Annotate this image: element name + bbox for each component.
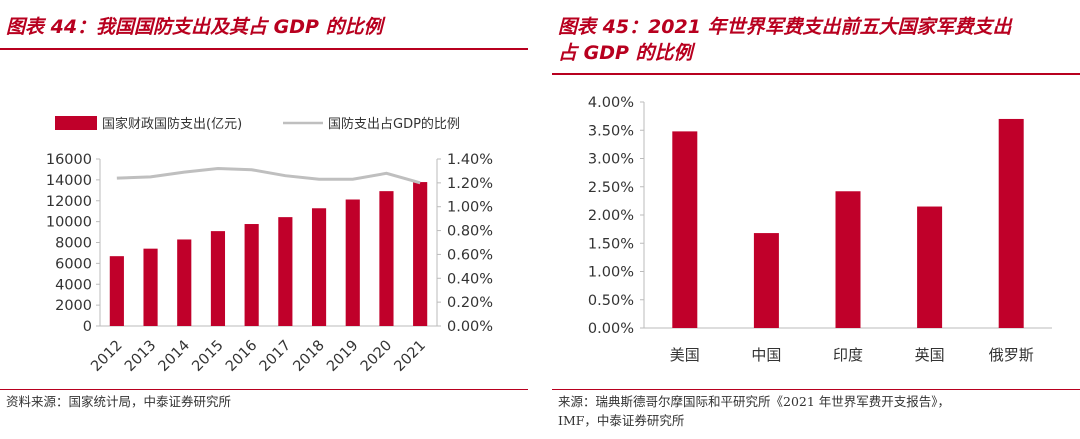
left-source-rule [0, 389, 528, 390]
legend-label-line: 国防支出占GDP的比例 [328, 116, 460, 132]
left-y-tick-label: 6000 [55, 256, 92, 272]
legend-label-bar: 国家财政国防支出(亿元) [102, 116, 242, 132]
left-y-tick-label: 10000 [46, 215, 92, 231]
left-chart: 国家财政国防支出(亿元) 国防支出占GDP的比例 0 2000 4000 6000 8000… [46, 116, 493, 375]
y-tick-label: 1.00% [588, 265, 634, 281]
y-tick-label: 0.00% [588, 321, 634, 337]
y-tick-label: 2.50% [588, 180, 634, 196]
right-y-tick-label: 0.80% [447, 224, 493, 240]
bar-2020 [379, 191, 394, 326]
left-y-tick-label: 0 [83, 319, 92, 335]
right-y-tick-label: 0.60% [447, 247, 493, 263]
right-source-line2: IMF，中泰证券研究所 [558, 413, 685, 428]
left-y-tick-label: 8000 [55, 236, 92, 252]
right-y-tick-label: 1.00% [447, 200, 493, 216]
bar-2019 [345, 199, 360, 326]
x-tick-label: 中国 [751, 346, 781, 364]
right-y-tick-label: 0.20% [447, 295, 493, 311]
right-chart-title-line2: 占 GDP 的比例 [558, 42, 693, 64]
right-title-rule [552, 73, 1080, 75]
left-y-tick-label: 14000 [46, 173, 92, 189]
right-panel: 图表 45：2021 年世界军费支出前五大国家军费支出 占 GDP 的比例 0.… [552, 0, 1080, 439]
bar-2021 [413, 182, 428, 326]
right-y-tick-label: 0.00% [447, 319, 493, 335]
x-tick-label: 2020 [358, 338, 395, 375]
x-tick-label: 2019 [324, 338, 361, 375]
left-y-tick-label: 12000 [46, 194, 92, 210]
y-tick-label: 0.50% [588, 293, 634, 309]
bar-2018 [311, 208, 327, 326]
right-y-tick-label: 1.40% [447, 152, 493, 168]
y-tick-label: 3.50% [588, 123, 634, 139]
legend-swatch-bar [55, 116, 97, 130]
bar-俄罗斯 [998, 118, 1024, 328]
left-y-tick-label: 2000 [55, 298, 92, 314]
y-tick-label: 4.00% [588, 95, 634, 111]
x-tick-label: 2013 [122, 338, 159, 375]
bar-2014 [177, 239, 192, 326]
x-tick-label: 俄罗斯 [989, 346, 1034, 364]
right-chart-title: 图表 45：2021 年世界军费支出前五大国家军费支出 占 GDP 的比例 [558, 14, 1074, 66]
y-tick-label: 2.00% [588, 208, 634, 224]
bar-2017 [278, 217, 293, 326]
bar-2016 [244, 224, 259, 326]
bar-2015 [210, 231, 226, 326]
x-tick-label: 印度 [833, 346, 863, 364]
left-title-rule [0, 48, 528, 50]
bar-美国 [672, 131, 698, 328]
right-chart: 0.00% 0.50% 1.00% 1.50% 2.00% 2.50% 3.00% 3.50%… [588, 95, 1052, 364]
x-tick-label: 2018 [290, 338, 327, 375]
y-tick-label: 1.50% [588, 236, 634, 252]
left-panel: 图表 44：我国国防支出及其占 GDP 的比例 国家财政国防支出(亿元) 国防支出… [0, 0, 528, 439]
right-chart-title-line1: 图表 45：2021 年世界军费支出前五大国家军费支出 [558, 16, 1012, 38]
right-source: 来源：瑞典斯德哥尔摩国际和平研究所《2021 年世界军费开支报告》， IMF，中… [558, 392, 950, 430]
right-source-rule [552, 389, 1080, 390]
y-tick-label: 3.00% [588, 152, 634, 168]
x-tick-label: 2021 [392, 338, 429, 375]
right-y-tick-label: 1.20% [447, 176, 493, 192]
x-tick-label: 2012 [88, 338, 125, 375]
x-tick-label: 美国 [670, 346, 700, 364]
bar-英国 [917, 206, 943, 328]
right-y-tick-label: 0.40% [447, 271, 493, 287]
x-tick-label: 2015 [189, 338, 226, 375]
x-tick-label: 2016 [223, 338, 260, 375]
bar-2012 [109, 256, 124, 326]
x-tick-label: 2014 [156, 338, 193, 375]
left-y-tick-label: 4000 [55, 277, 92, 293]
left-y-tick-label: 16000 [46, 152, 92, 168]
bar-中国 [753, 233, 779, 328]
right-source-line1: 来源：瑞典斯德哥尔摩国际和平研究所《2021 年世界军费开支报告》， [558, 394, 951, 409]
x-tick-label: 2017 [257, 338, 294, 375]
bar-2013 [143, 248, 158, 326]
left-source: 资料来源：国家统计局，中泰证券研究所 [6, 394, 232, 409]
x-tick-label: 英国 [915, 346, 945, 364]
left-chart-title: 图表 44：我国国防支出及其占 GDP 的比例 [6, 16, 383, 38]
bar-印度 [835, 191, 861, 328]
gdp-ratio-line [116, 167, 421, 185]
